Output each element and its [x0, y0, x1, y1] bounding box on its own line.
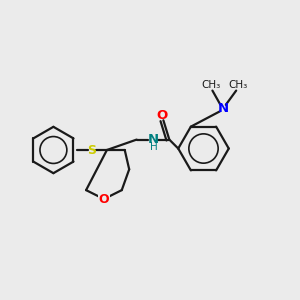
Text: N: N	[217, 102, 228, 115]
Text: H: H	[150, 142, 158, 152]
Text: N: N	[147, 133, 158, 146]
Text: S: S	[88, 143, 97, 157]
Text: O: O	[99, 193, 109, 206]
Text: CH₃: CH₃	[201, 80, 220, 90]
Text: O: O	[156, 109, 167, 122]
Text: CH₃: CH₃	[228, 80, 247, 90]
